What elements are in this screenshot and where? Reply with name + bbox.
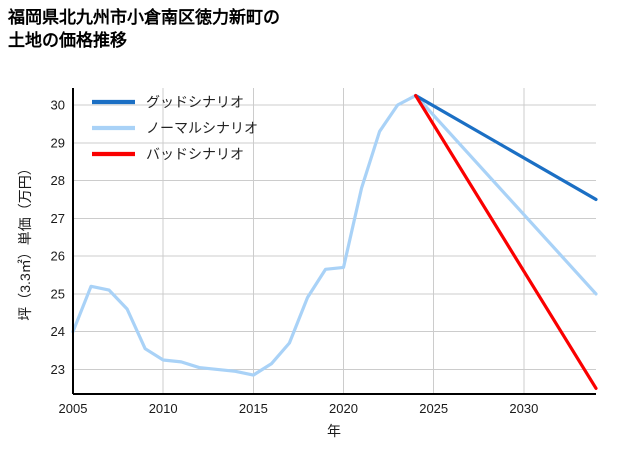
- series-line-ノーマルシナリオ: [71, 93, 598, 377]
- x-tick-label: 2010: [149, 401, 178, 416]
- x-tick-label: 2025: [419, 401, 448, 416]
- legend-label-good: グッドシナリオ: [146, 94, 244, 110]
- y-tick-label: 27: [51, 211, 65, 226]
- y-axis-title: 坪（3.3㎡）単価（万円）: [17, 161, 33, 320]
- y-tick-label: 29: [51, 135, 65, 150]
- series-layer: [71, 93, 598, 390]
- y-tick-labels: 23 24 25 26 27 28 29 30: [51, 98, 65, 377]
- y-tick-label: 24: [51, 324, 65, 339]
- y-tick-label: 26: [51, 249, 65, 264]
- x-tick-label: 2015: [239, 401, 268, 416]
- legend-label-normal: ノーマルシナリオ: [146, 120, 258, 136]
- x-tick-label: 2005: [59, 401, 88, 416]
- y-tick-label: 25: [51, 286, 65, 301]
- x-tick-labels: 2005 2010 2015 2020 2025 2030: [59, 401, 539, 416]
- x-tick-label: 2020: [329, 401, 358, 416]
- legend-label-bad: バッドシナリオ: [146, 146, 244, 162]
- series-line-グッドシナリオ: [414, 93, 598, 202]
- axis-lines: [71, 88, 596, 396]
- y-gridlines: [73, 104, 596, 370]
- y-tick-label: 28: [51, 173, 65, 188]
- page-title: 福岡県北九州市小倉南区徳力新町の 土地の価格推移: [8, 8, 280, 51]
- series-line-バッドシナリオ: [414, 93, 598, 390]
- x-axis-title: 年: [327, 423, 341, 439]
- y-tick-label: 30: [51, 98, 65, 113]
- x-gridlines: [162, 88, 525, 394]
- y-tick-label: 23: [51, 362, 65, 377]
- x-tick-label: 2030: [509, 401, 538, 416]
